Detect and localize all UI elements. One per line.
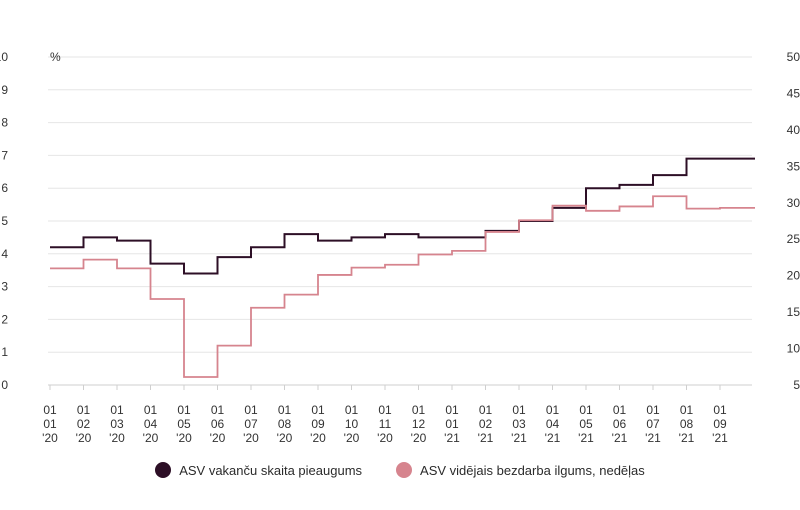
x-axis-tick-label: '21: [545, 431, 561, 445]
x-axis-tick-label: 01: [311, 403, 325, 417]
x-axis-tick-label: 11: [379, 417, 392, 431]
x-axis-tick-label: 05: [177, 417, 191, 431]
x-axis-tick-label: 01: [445, 417, 459, 431]
right-axis-tick-label: 15: [787, 305, 800, 319]
left-axis-tick-label: 5: [1, 214, 8, 228]
x-axis-tick-label: '21: [679, 431, 695, 445]
x-axis-tick-label: '20: [143, 431, 159, 445]
x-axis-tick-label: '20: [310, 431, 326, 445]
x-axis-tick-label: '20: [109, 431, 125, 445]
x-axis-tick-label: 01: [43, 417, 57, 431]
x-axis-tick-label: '20: [377, 431, 393, 445]
legend-swatch-vacancies: [155, 462, 172, 478]
x-axis-tick-label: 03: [512, 417, 526, 431]
x-axis-tick-label: '21: [444, 431, 460, 445]
right-axis-tick-label: 30: [787, 196, 800, 210]
left-axis-tick-label: 1: [1, 345, 8, 359]
left-axis-tick-label: 9: [1, 83, 8, 97]
x-axis-tick-label: 02: [479, 417, 493, 431]
x-axis-tick-label: '21: [712, 431, 728, 445]
legend-item-vacancies: ASV vakanču skaita pieaugums: [155, 462, 362, 478]
x-axis-tick-label: 09: [713, 417, 727, 431]
x-axis-tick-label: 04: [546, 417, 560, 431]
x-axis-tick-label: '20: [42, 431, 58, 445]
legend-label-vacancies: ASV vakanču skaita pieaugums: [179, 462, 363, 478]
left-axis-tick-label: 0: [1, 378, 8, 392]
left-axis-tick-label: 6: [1, 181, 8, 195]
series-line-vacancies: [50, 157, 755, 275]
left-axis-tick-label: 3: [1, 280, 8, 294]
x-axis-tick-label: 06: [613, 417, 627, 431]
chart: 0123456789105101520253035404550%0101'200…: [0, 50, 800, 445]
left-axis-tick-label: 10: [0, 50, 8, 64]
legend-item-unemployment-duration: ASV vidējais bezdarba ilgums, nedēļas: [396, 462, 645, 478]
x-axis-tick-label: '21: [578, 431, 594, 445]
right-axis-tick-label: 45: [787, 86, 800, 100]
x-axis-tick-label: 01: [445, 403, 459, 417]
x-axis-tick-label: 01: [177, 403, 191, 417]
left-axis-tick-label: 4: [1, 247, 8, 261]
right-axis-tick-label: 35: [787, 159, 800, 173]
x-axis-tick-label: 01: [378, 403, 392, 417]
x-axis-tick-label: 01: [211, 403, 225, 417]
x-axis-tick-label: 01: [412, 403, 426, 417]
x-axis-tick-label: '21: [645, 431, 661, 445]
x-axis-tick-label: 06: [211, 417, 225, 431]
legend-label-unemployment-duration: ASV vidējais bezdarba ilgums, nedēļas: [420, 462, 645, 478]
x-axis-tick-label: '21: [478, 431, 494, 445]
x-axis-tick-label: 07: [646, 417, 660, 431]
left-axis-tick-label: 2: [1, 312, 8, 326]
legend-swatch-unemployment-duration: [396, 462, 413, 478]
x-axis-tick-label: '20: [277, 431, 293, 445]
x-axis-tick-label: 01: [512, 403, 526, 417]
x-axis-tick-label: '20: [243, 431, 259, 445]
right-axis-tick-label: 25: [787, 232, 800, 246]
x-axis-tick-label: '20: [344, 431, 360, 445]
x-axis-tick-label: 07: [244, 417, 258, 431]
x-axis-tick-label: 01: [144, 403, 158, 417]
right-axis-tick-label: 40: [787, 123, 800, 137]
x-axis-tick-label: 08: [278, 417, 292, 431]
series-line-unemployment-duration: [50, 195, 755, 378]
x-axis-tick-label: 01: [680, 403, 694, 417]
x-axis-tick-label: 01: [646, 403, 660, 417]
x-axis-tick-label: 01: [244, 403, 258, 417]
x-axis-tick-label: 01: [479, 403, 493, 417]
x-axis-tick-label: '21: [511, 431, 527, 445]
x-axis-tick-label: 01: [77, 403, 91, 417]
x-axis-tick-label: 05: [579, 417, 593, 431]
x-axis-tick-label: '21: [612, 431, 628, 445]
x-axis-tick-label: 10: [345, 417, 359, 431]
left-axis-tick-label: 8: [1, 116, 8, 130]
x-axis-tick-label: 04: [144, 417, 158, 431]
left-axis-tick-label: 7: [1, 148, 8, 162]
x-axis-tick-label: 01: [613, 403, 627, 417]
right-axis-tick-label: 50: [787, 50, 800, 64]
x-axis-tick-label: 03: [110, 417, 124, 431]
x-axis-tick-label: 08: [680, 417, 694, 431]
right-axis-tick-label: 20: [787, 269, 800, 283]
x-axis-tick-label: '20: [411, 431, 427, 445]
x-axis-tick-label: 01: [345, 403, 359, 417]
x-axis-tick-label: 01: [110, 403, 124, 417]
x-axis-tick-label: 01: [579, 403, 593, 417]
x-axis-tick-label: 09: [311, 417, 325, 431]
x-axis-tick-label: 02: [77, 417, 91, 431]
x-axis-tick-label: 01: [546, 403, 560, 417]
x-axis-tick-label: '20: [76, 431, 92, 445]
x-axis-tick-label: '20: [210, 431, 226, 445]
x-axis-tick-label: 12: [412, 417, 426, 431]
x-axis-tick-label: 01: [43, 403, 57, 417]
x-axis-tick-label: '20: [176, 431, 192, 445]
right-axis-tick-label: 5: [793, 378, 800, 392]
x-axis-tick-label: 01: [278, 403, 292, 417]
legend: ASV vakanču skaita pieaugums ASV vidējai…: [0, 462, 800, 478]
right-axis-tick-label: 10: [787, 342, 800, 356]
x-axis-tick-label: 01: [713, 403, 727, 417]
unit-label: %: [50, 50, 61, 64]
